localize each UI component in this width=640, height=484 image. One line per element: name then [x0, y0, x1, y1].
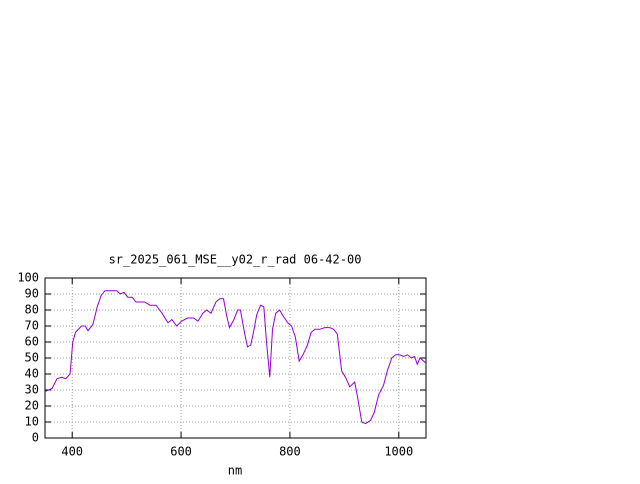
y-tick-label: 90 [25, 287, 39, 301]
data-line [44, 290, 426, 425]
y-tick-label: 100 [17, 271, 39, 285]
y-tick-label: 60 [25, 335, 39, 349]
y-tick-label: 0 [32, 431, 39, 445]
y-tick-label: 40 [25, 367, 39, 381]
y-tick-label: 70 [25, 319, 39, 333]
x-tick-label: 400 [61, 445, 83, 459]
x-tick-label: 1000 [384, 445, 413, 459]
chart-title: sr_2025_061_MSE__y02_r_rad 06-42-00 [109, 253, 362, 267]
y-tick-label: 80 [25, 303, 39, 317]
x-tick-label: 600 [170, 445, 192, 459]
y-tick-label: 10 [25, 415, 39, 429]
y-tick-label: 50 [25, 351, 39, 365]
plot-border [44, 277, 427, 439]
x-axis-label: nm [228, 464, 242, 478]
y-tick-label: 30 [25, 383, 39, 397]
x-tick-label: 800 [279, 445, 301, 459]
y-tick-label: 20 [25, 399, 39, 413]
